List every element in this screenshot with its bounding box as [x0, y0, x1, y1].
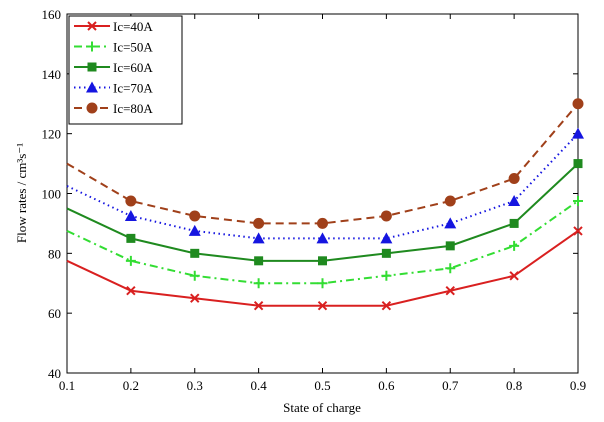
data-point: [572, 127, 584, 139]
x-axis-label: State of charge: [283, 400, 361, 415]
data-point: [253, 217, 265, 229]
data-point: [509, 218, 519, 228]
data-point: [317, 217, 328, 229]
legend-marker: [86, 81, 98, 93]
data-point: [126, 286, 136, 296]
data-point: [573, 195, 583, 206]
x-tick-label: 0.3: [187, 378, 203, 393]
data-point: [125, 195, 137, 207]
data-point: [381, 300, 392, 311]
legend-marker: [86, 102, 98, 114]
data-point: [189, 210, 201, 222]
data-point: [125, 255, 136, 266]
data-point: [380, 210, 392, 222]
y-tick-label: 120: [42, 127, 62, 142]
legend-item: Ic=40A: [74, 19, 153, 34]
legend-label: Ic=80A: [113, 101, 153, 116]
y-tick-label: 60: [48, 306, 61, 321]
legend-marker: [87, 21, 97, 31]
x-tick-label: 0.2: [123, 378, 139, 393]
series-layer: [66, 98, 584, 311]
y-tick-label: 40: [48, 366, 61, 381]
data-point: [254, 256, 264, 266]
legend-label: Ic=60A: [113, 60, 153, 75]
y-tick-label: 80: [48, 246, 61, 261]
data-point: [444, 195, 456, 207]
legend-marker: [87, 41, 97, 52]
data-point: [317, 300, 328, 311]
data-point: [445, 241, 455, 251]
data-point: [316, 232, 329, 244]
series-Ic=80A: [66, 98, 584, 229]
legend-label: Ic=70A: [113, 81, 153, 96]
data-point: [252, 232, 265, 244]
data-point: [317, 278, 328, 289]
data-point: [126, 233, 136, 243]
legend-marker: [87, 62, 97, 72]
y-tick-label: 140: [42, 67, 62, 82]
data-point: [509, 271, 519, 281]
data-point: [444, 217, 457, 229]
data-point: [573, 159, 583, 169]
data-point: [190, 248, 200, 258]
series-Ic=40A: [66, 226, 583, 311]
data-point: [124, 209, 137, 221]
legend-label: Ic=40A: [113, 19, 153, 34]
data-point: [381, 270, 392, 281]
x-tick-label: 0.6: [378, 378, 395, 393]
series-Ic=70A: [66, 127, 584, 244]
y-tick-label: 160: [42, 7, 62, 22]
x-tick-label: 0.9: [570, 378, 586, 393]
legend-item: Ic=50A: [74, 40, 153, 55]
x-tick-label: 0.1: [59, 378, 75, 393]
y-tick-label: 100: [42, 187, 62, 202]
axis-ticks: 0.1 0.2 0.3 0.4 0.5 0.6 0.7 0.8 0.9 40 60 80 100 120 1…: [42, 7, 587, 393]
data-point: [253, 278, 264, 289]
data-point: [318, 256, 327, 266]
data-point: [253, 300, 264, 311]
x-tick-label: 0.5: [314, 378, 330, 393]
data-point: [445, 263, 456, 274]
data-point: [190, 293, 200, 303]
data-point: [573, 226, 583, 236]
legend-label: Ic=50A: [113, 40, 153, 55]
data-point: [508, 194, 521, 206]
legend-item: Ic=80A: [74, 101, 153, 116]
legend-item: Ic=60A: [74, 60, 153, 75]
data-point: [189, 270, 200, 281]
y-axis-label: Flow rates / cm³s⁻¹: [14, 143, 29, 243]
data-point: [380, 232, 393, 244]
x-tick-label: 0.7: [442, 378, 459, 393]
data-point: [381, 248, 391, 258]
series-Ic=50A: [66, 195, 583, 289]
data-point: [445, 286, 455, 296]
data-point: [188, 224, 201, 236]
x-tick-label: 0.4: [251, 378, 268, 393]
legend-item: Ic=70A: [74, 81, 153, 96]
data-point: [508, 173, 520, 185]
series-Ic=60A: [66, 159, 583, 266]
x-tick-label: 0.8: [506, 378, 522, 393]
legend: Ic=40A Ic=50A Ic=60A Ic=70A Ic=80A: [68, 15, 183, 125]
data-point: [572, 98, 584, 110]
data-point: [509, 240, 520, 251]
